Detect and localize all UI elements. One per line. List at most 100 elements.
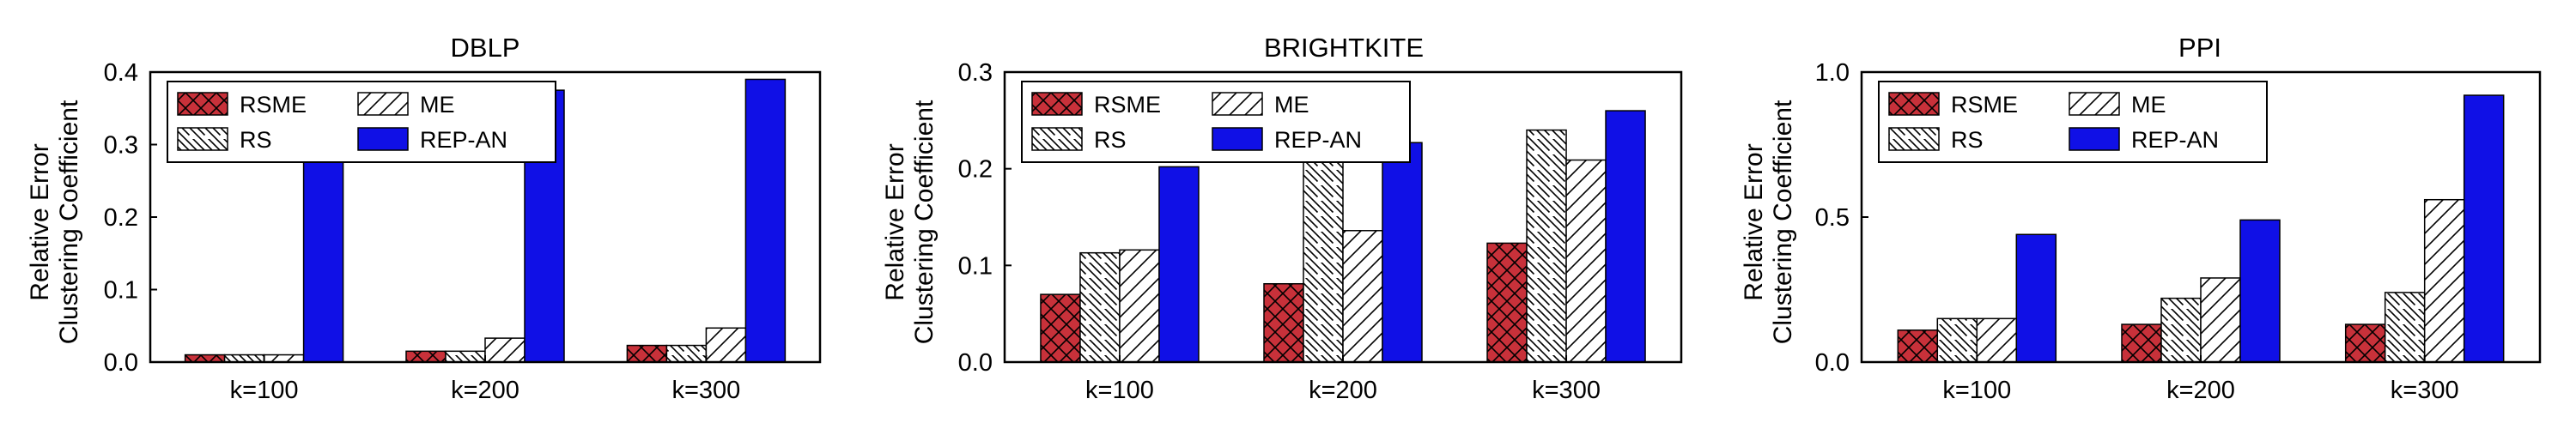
y-axis-label-line2: Clustering Coefficient <box>1769 100 1797 344</box>
bar-rep-an-k-200 <box>1382 142 1423 363</box>
chart-title: BRIGHTKITE <box>1264 33 1424 63</box>
bar-rsme-k-100 <box>1897 329 1939 363</box>
x-tick-label: k=100 <box>1085 377 1154 404</box>
legend-label-rep-an: REP-AN <box>2131 127 2219 153</box>
panel-ppi: PPI Relative Error Clustering Coefficien… <box>1740 33 2542 404</box>
bar-rep-an-k-300 <box>1605 110 1646 363</box>
legend-swatch-rep-an <box>2069 127 2120 151</box>
bar-rs-k-300 <box>2384 292 2426 363</box>
y-axis-label-line2: Clustering Coefficient <box>55 100 83 344</box>
bar-rs-k-200 <box>445 350 486 363</box>
bar-me-k-100 <box>1119 249 1160 363</box>
legend: RSME RS ME REP-AN <box>167 81 556 163</box>
x-tick-label: k=300 <box>671 377 740 404</box>
chart-title: PPI <box>2178 33 2221 63</box>
plot-frame <box>149 70 822 364</box>
y-tick-label: 0.3 <box>104 132 138 160</box>
y-tick-label: 0.1 <box>104 277 138 305</box>
bar-me-k-300 <box>2423 198 2465 363</box>
y-axis-label-line1: Relative Error <box>881 143 909 300</box>
legend: RSME RS ME REP-AN <box>1021 81 1411 163</box>
bar-rs-k-100 <box>1936 317 1978 363</box>
bar-rs-k-200 <box>2160 297 2202 363</box>
y-tick-label: 0.5 <box>1815 204 1850 232</box>
bars <box>1040 110 1646 363</box>
bar-rep-an-k-100 <box>2015 233 2057 363</box>
legend-swatch-rsme <box>1031 92 1083 116</box>
bar-rsme-k-200 <box>1263 282 1304 363</box>
x-tick-label: k=300 <box>1532 377 1601 404</box>
bar-rsme-k-300 <box>1486 242 1528 363</box>
panel-brightkite: BRIGHTKITE Relative Error Clustering Coe… <box>881 33 1683 404</box>
bar-rep-an-k-300 <box>744 78 787 363</box>
legend: RSME RS ME REP-AN <box>1878 81 2268 163</box>
bar-rsme-k-300 <box>2344 323 2386 363</box>
bar-rsme-k-200 <box>405 350 447 363</box>
x-tick-label: k=100 <box>1942 377 2011 404</box>
bar-rs-k-100 <box>223 353 265 363</box>
panel-dblp: DBLP Relative Error Clustering Coefficie… <box>26 33 822 404</box>
x-tick-label: k=100 <box>230 377 299 404</box>
legend-label-rs: RS <box>1951 127 1984 153</box>
bar-rep-an-k-100 <box>1158 166 1200 363</box>
y-tick-label: 0.3 <box>958 59 993 87</box>
y-tick-label: 0.2 <box>958 156 993 184</box>
plot-frame <box>1860 70 2542 364</box>
y-tick-label: 0.0 <box>1815 349 1850 377</box>
bar-me-k-300 <box>705 327 747 363</box>
legend-label-rep-an: REP-AN <box>1274 127 1362 153</box>
bar-rsme-k-100 <box>1040 293 1081 363</box>
legend-swatch-rep-an <box>357 127 409 151</box>
bar-me-k-100 <box>263 353 305 363</box>
x-ticks: k=100 k=200 k=300 <box>1942 355 2459 404</box>
bar-rep-an-k-100 <box>302 143 344 363</box>
y-axis-label-line1: Relative Error <box>1740 143 1768 300</box>
plot-frame <box>1003 70 1683 364</box>
x-tick-label: k=200 <box>2166 377 2235 404</box>
y-ticks: 0.0 0.1 0.2 0.3 0.4 <box>104 59 157 377</box>
bar-rsme-k-300 <box>626 344 668 363</box>
y-ticks: 0.0 0.1 0.2 0.3 <box>958 59 1012 377</box>
legend-swatch-rsme <box>177 92 228 116</box>
bar-rep-an-k-200 <box>2239 219 2281 363</box>
y-tick-label: 0.0 <box>958 349 993 377</box>
bar-me-k-100 <box>1976 317 2018 363</box>
y-axis-label-line1: Relative Error <box>26 143 54 300</box>
y-axis-label-line2: Clustering Coefficient <box>910 100 939 344</box>
bar-me-k-200 <box>484 337 526 363</box>
legend-swatch-me <box>1212 92 1263 116</box>
x-ticks: k=100 k=200 k=300 <box>230 355 740 404</box>
y-ticks: 0.0 0.5 1.0 <box>1815 59 1868 377</box>
bar-rs-k-300 <box>665 344 708 363</box>
legend-swatch-rs <box>177 127 228 151</box>
bar-rs-k-300 <box>1526 129 1567 363</box>
legend-label-rsme: RSME <box>1951 92 2018 118</box>
legend-label-rs: RS <box>1094 127 1127 153</box>
bar-rs-k-200 <box>1303 148 1344 363</box>
bars <box>1897 94 2505 363</box>
y-tick-label: 0.0 <box>104 349 138 377</box>
y-tick-label: 0.1 <box>958 252 993 280</box>
legend-label-rsme: RSME <box>240 92 307 118</box>
legend-swatch-rs <box>1031 127 1083 151</box>
x-tick-label: k=200 <box>451 377 519 404</box>
legend-label-rs: RS <box>240 127 272 153</box>
bars <box>184 78 787 363</box>
bar-me-k-200 <box>1342 230 1383 363</box>
bar-me-k-300 <box>1565 159 1607 363</box>
y-tick-label: 0.4 <box>104 59 138 87</box>
legend-swatch-rsme <box>1888 92 1940 116</box>
x-tick-label: k=300 <box>2391 377 2459 404</box>
legend-swatch-rep-an <box>1212 127 1263 151</box>
x-ticks: k=100 k=200 k=300 <box>1085 355 1601 404</box>
bar-rs-k-100 <box>1079 251 1121 363</box>
bar-rsme-k-200 <box>2121 323 2162 363</box>
legend-label-me: ME <box>2131 92 2166 118</box>
legend-label-rep-an: REP-AN <box>420 127 507 153</box>
legend-label-me: ME <box>1274 92 1309 118</box>
y-tick-label: 1.0 <box>1815 59 1850 87</box>
bar-me-k-200 <box>2200 277 2241 363</box>
x-tick-label: k=200 <box>1309 377 1377 404</box>
chart-title: DBLP <box>451 33 520 63</box>
